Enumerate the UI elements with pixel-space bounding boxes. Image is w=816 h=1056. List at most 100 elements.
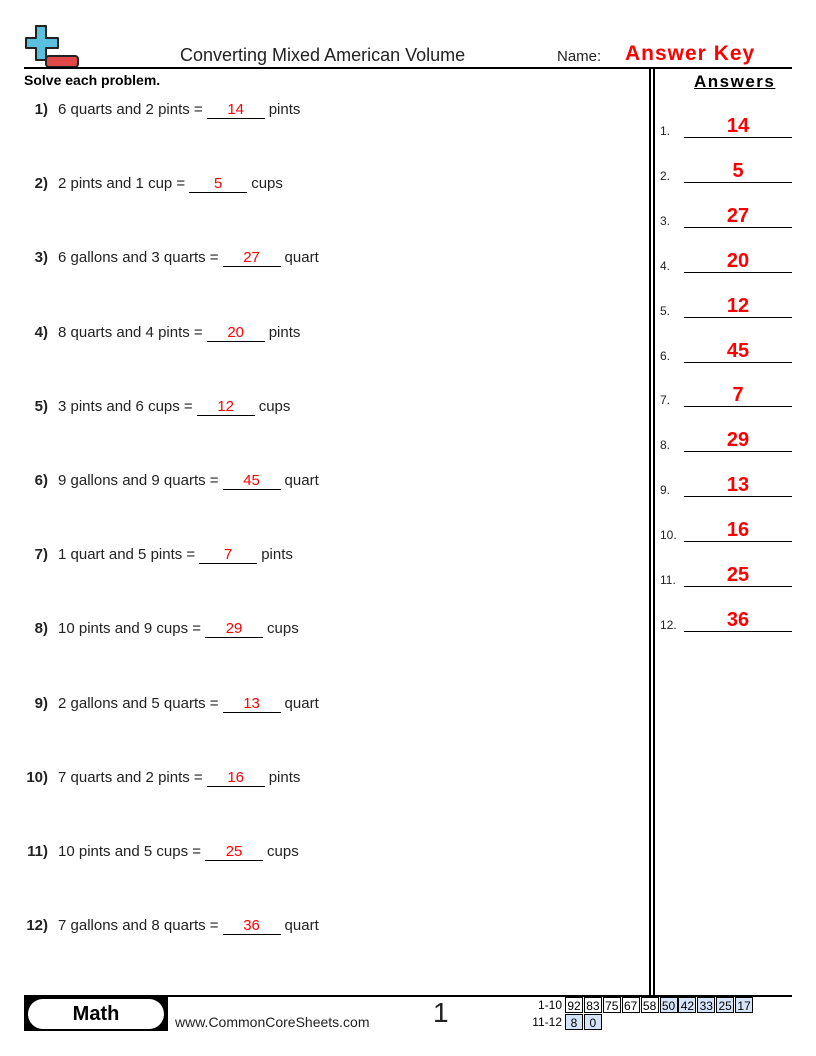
header-divider <box>24 67 792 69</box>
answer-key-item: 1. 14 <box>660 115 792 138</box>
score-cell: 0 <box>583 1014 602 1030</box>
problem-text: 6 quarts and 2 pints = <box>58 101 203 118</box>
answer-blank[interactable]: 45 <box>222 473 281 490</box>
answer-key-item: 12. 36 <box>660 609 792 632</box>
problem-number: 6) <box>34 472 48 489</box>
problem-text: 2 pints and 1 cup = <box>58 175 186 193</box>
answer-key-label: 9. <box>660 483 671 498</box>
answer-key-item: 6. 45 <box>660 340 792 363</box>
problem-item: 6) 9 gallons and 9 quarts = 45 quart <box>24 472 319 490</box>
name-label: Name: <box>557 48 602 65</box>
score-row-label: 11-12 <box>532 1015 562 1029</box>
problem-text: 7 gallons and 8 quarts = <box>58 917 219 935</box>
answer-blank[interactable]: 5 <box>189 176 248 194</box>
problem-item: 1) 6 quarts and 2 pints = 14 pints <box>24 101 300 119</box>
problem-number: 8) <box>34 620 48 638</box>
problem-unit: quart <box>284 249 319 267</box>
problem-unit: pints <box>261 546 293 564</box>
score-cell: 17 <box>735 997 754 1013</box>
score-cell: 8 <box>565 1014 583 1030</box>
answer-key-label: 12. <box>660 617 677 632</box>
answer-blank[interactable]: 25 <box>205 844 264 861</box>
score-cell: 58 <box>640 997 659 1013</box>
score-row-label: 1-10 <box>537 998 562 1012</box>
answer-key-item: 7. 7 <box>660 384 792 408</box>
answer-blank[interactable]: 16 <box>206 769 265 787</box>
name-value: Answer Key <box>625 42 756 65</box>
answer-key-value: 14 <box>684 115 792 138</box>
answer-blank[interactable]: 29 <box>205 621 264 639</box>
answer-key-label: 7. <box>660 393 671 408</box>
score-cell: 33 <box>697 997 716 1013</box>
answer-key-value: 7 <box>684 384 792 408</box>
answer-key-value: 13 <box>684 474 792 498</box>
problem-unit: quart <box>284 917 319 935</box>
answer-key-item: 8. 29 <box>660 429 792 453</box>
problem-unit: cups <box>267 620 299 638</box>
answer-key-item: 3. 27 <box>660 205 792 228</box>
answer-key-label: 1. <box>660 124 671 138</box>
problem-unit: pints <box>268 323 301 341</box>
answer-blank[interactable]: 27 <box>222 250 281 268</box>
problem-unit: cups <box>258 397 291 415</box>
answer-key-label: 5. <box>660 303 671 318</box>
problem-number: 4) <box>34 323 48 341</box>
plus-minus-logo-icon <box>25 25 79 68</box>
score-cell: 67 <box>621 997 640 1013</box>
problem-item: 3) 6 gallons and 3 quarts = 27 quart <box>24 249 319 268</box>
problem-text: 2 gallons and 5 quarts = <box>58 694 219 712</box>
score-cell: 75 <box>602 997 621 1013</box>
answer-key-value: 25 <box>684 564 792 587</box>
score-cell: 25 <box>716 997 735 1013</box>
problem-item: 12) 7 gallons and 8 quarts = 36 quart <box>24 917 319 936</box>
problem-item: 9) 2 gallons and 5 quarts = 13 quart <box>24 695 319 713</box>
answer-key-label: 11. <box>660 573 676 587</box>
problem-number: 5) <box>34 397 48 415</box>
answer-key-value: 16 <box>684 519 792 543</box>
score-cell: 42 <box>678 997 697 1013</box>
answer-key-item: 9. 13 <box>660 474 792 498</box>
footer-divider <box>24 995 792 997</box>
answer-blank[interactable]: 13 <box>222 695 281 713</box>
answer-blank[interactable]: 12 <box>196 398 255 416</box>
answer-key-item: 4. 20 <box>660 250 792 273</box>
problem-item: 2) 2 pints and 1 cup = 5 cups <box>24 175 283 194</box>
score-cell: 50 <box>659 997 678 1013</box>
score-cell: 83 <box>583 997 602 1013</box>
problem-unit: quart <box>284 472 319 489</box>
problem-number: 10) <box>26 768 48 786</box>
problem-number: 12) <box>26 917 48 935</box>
answer-blank[interactable]: 36 <box>222 918 281 936</box>
problem-item: 11) 10 pints and 5 cups = 25 cups <box>24 843 299 861</box>
problem-text: 10 pints and 5 cups = <box>58 843 202 860</box>
problem-number: 7) <box>34 546 48 564</box>
problem-number: 2) <box>34 175 48 193</box>
site-url: www.CommonCoreSheets.com <box>175 1014 370 1030</box>
column-divider <box>653 68 655 996</box>
answer-key-label: 4. <box>660 258 671 273</box>
problem-text: 7 quarts and 2 pints = <box>58 768 203 786</box>
problem-text: 3 pints and 6 cups = <box>58 397 193 415</box>
problem-number: 3) <box>34 249 48 267</box>
answer-blank[interactable]: 14 <box>206 102 265 119</box>
problem-text: 9 gallons and 9 quarts = <box>58 472 219 489</box>
answer-key-label: 3. <box>660 213 671 228</box>
problem-text: 1 quart and 5 pints = <box>58 546 196 564</box>
problem-unit: pints <box>268 768 301 786</box>
answer-key-item: 5. 12 <box>660 295 792 318</box>
answer-key-label: 10. <box>660 528 677 543</box>
answer-key-label: 2. <box>660 168 671 183</box>
problem-text: 10 pints and 9 cups = <box>58 620 202 638</box>
problem-item: 7) 1 quart and 5 pints = 7 pints <box>24 546 293 565</box>
problem-text: 6 gallons and 3 quarts = <box>58 249 219 267</box>
worksheet-title: Converting Mixed American Volume <box>180 45 466 65</box>
problem-item: 4) 8 quarts and 4 pints = 20 pints <box>24 324 300 342</box>
problem-unit: cups <box>267 843 299 860</box>
problem-number: 9) <box>34 694 48 712</box>
answer-blank[interactable]: 20 <box>206 324 265 342</box>
answer-key-value: 29 <box>684 429 792 453</box>
answer-key-item: 10. 16 <box>660 519 792 543</box>
answer-blank[interactable]: 7 <box>199 547 258 565</box>
answer-key-label: 8. <box>660 438 671 453</box>
